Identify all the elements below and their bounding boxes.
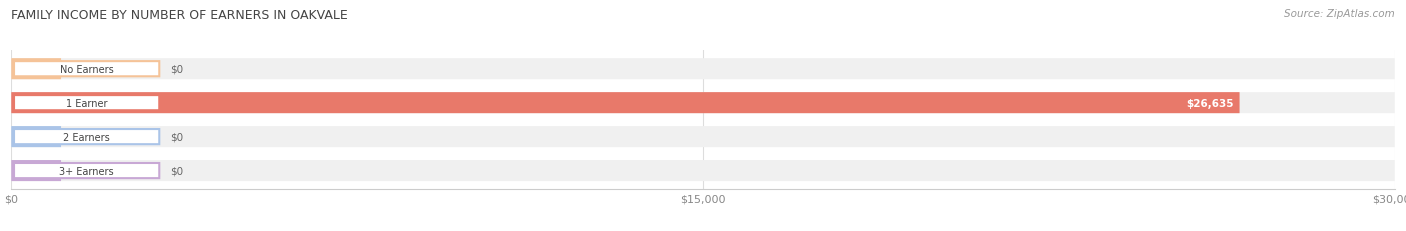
FancyBboxPatch shape [14, 62, 159, 77]
FancyBboxPatch shape [11, 127, 1395, 148]
FancyBboxPatch shape [11, 93, 1395, 114]
FancyBboxPatch shape [11, 59, 1395, 80]
Text: $0: $0 [170, 64, 183, 74]
Text: 3+ Earners: 3+ Earners [59, 166, 114, 176]
Text: No Earners: No Earners [60, 64, 114, 74]
FancyBboxPatch shape [14, 96, 159, 111]
Text: Source: ZipAtlas.com: Source: ZipAtlas.com [1284, 9, 1395, 19]
FancyBboxPatch shape [14, 163, 159, 178]
Text: $0: $0 [170, 132, 183, 142]
FancyBboxPatch shape [11, 160, 1395, 181]
Text: FAMILY INCOME BY NUMBER OF EARNERS IN OAKVALE: FAMILY INCOME BY NUMBER OF EARNERS IN OA… [11, 9, 349, 22]
Text: $26,635: $26,635 [1187, 98, 1234, 108]
FancyBboxPatch shape [11, 127, 60, 148]
Text: $0: $0 [170, 166, 183, 176]
FancyBboxPatch shape [11, 160, 60, 181]
Text: 2 Earners: 2 Earners [63, 132, 110, 142]
FancyBboxPatch shape [11, 59, 60, 80]
Text: 1 Earner: 1 Earner [66, 98, 107, 108]
FancyBboxPatch shape [11, 93, 1240, 114]
FancyBboxPatch shape [14, 130, 159, 145]
